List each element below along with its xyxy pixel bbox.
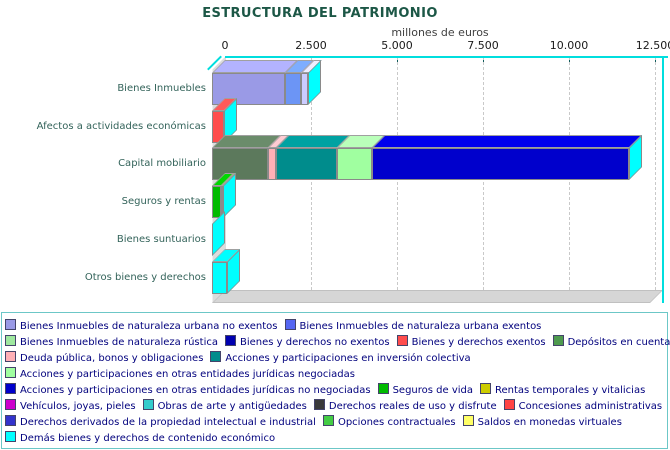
x-tick-label: 5.000: [381, 39, 413, 52]
legend-label: Vehículos, joyas, pieles: [20, 401, 136, 412]
legend-item-byd_exentos: Bienes y derechos exentos: [396, 335, 546, 350]
legend-label: Concesiones administrativas: [518, 401, 663, 412]
plot-floor-3d: [212, 290, 663, 303]
legend-label: Bienes Inmuebles de naturaleza urbana ex…: [299, 321, 542, 332]
legend-swatch-rentas: [480, 383, 491, 394]
legend-swatch-rustica: [5, 335, 16, 346]
legend-label: Obras de arte y antigüedades: [157, 401, 307, 412]
chart-title: ESTRUCTURA DEL PATRIMONIO: [202, 6, 438, 21]
legend-label: Bienes y derechos exentos: [411, 337, 546, 348]
legend-item-byd_no_exentos: Bienes y derechos no exentos: [224, 335, 390, 350]
legend-swatch-inv_colectiva: [210, 351, 222, 362]
legend-row: Bienes Inmuebles de naturaleza rústica Bi…: [5, 332, 670, 350]
x-tick-label: 0: [221, 39, 229, 52]
bar-segment-seguros_vida: [212, 186, 221, 219]
bar-segment-demas: [212, 261, 227, 294]
legend-item-obras_arte: Obras de arte y antigüedades: [142, 399, 307, 414]
legend-swatch-prop_intelectual: [5, 415, 16, 426]
legend-label: Seguros de vida: [392, 385, 473, 396]
legend-row: Deuda pública, bonos y obligaciones Accio…: [5, 348, 667, 364]
legend-swatch-seguros_vida: [377, 383, 389, 394]
legend-label: Bienes Inmuebles de naturaleza urbana no…: [20, 321, 278, 332]
x-tick-label: 2.500: [295, 39, 327, 52]
legend-row: Acciones y participaciones en otras enti…: [5, 380, 667, 396]
legend-label: Acciones y participaciones en otras enti…: [20, 369, 355, 380]
legend-label: Demás bienes y derechos de contenido eco…: [20, 433, 276, 444]
bar-segment-deuda: [268, 148, 276, 181]
x-tick-label: 7.500: [467, 39, 499, 52]
legend-item-no_negociadas: Acciones y participaciones en otras enti…: [5, 383, 371, 398]
bar-segment-inv_colectiva: [275, 148, 338, 181]
bar-segment-rustica: [300, 73, 309, 105]
gridline: [655, 57, 656, 290]
legend-swatch-depositos: [552, 335, 564, 346]
legend-label: Bienes y derechos no exentos: [239, 337, 390, 348]
legend-item-rentas: Rentas temporales y vitalicias: [480, 383, 645, 398]
legend-item-deuda: Deuda pública, bonos y obligaciones: [5, 351, 203, 366]
x-axis-line: [225, 56, 668, 58]
legend-swatch-urbana_no_exentos: [5, 319, 16, 330]
category-label: Afectos a actividades económicas: [36, 120, 206, 132]
legend-swatch-negociadas: [5, 367, 16, 378]
legend-item-negociadas: Acciones y participaciones en otras enti…: [5, 367, 355, 382]
legend-item-opciones: Opciones contractuales: [322, 415, 456, 430]
legend-label: Acciones y participaciones en otras enti…: [20, 385, 371, 396]
legend-item-concesiones: Concesiones administrativas: [503, 399, 663, 414]
category-label: Seguros y rentas: [121, 196, 206, 208]
legend-label: Acciones y participaciones en inversión …: [225, 353, 471, 364]
legend-item-urbana_no_exentos: Bienes Inmuebles de naturaleza urbana no…: [5, 319, 278, 334]
bar-segment-depositos: [212, 148, 269, 181]
legend-swatch-concesiones: [503, 399, 515, 410]
x-tick-label: 10.000: [549, 39, 589, 52]
legend-swatch-deuda: [5, 351, 16, 362]
legend-item-prop_intelectual: Derechos derivados de la propiedad intel…: [5, 415, 316, 430]
category-label: Capital mobiliario: [118, 158, 206, 170]
legend-label: Deuda pública, bonos y obligaciones: [20, 353, 204, 364]
legend-swatch-byd_exentos: [396, 335, 408, 346]
legend-swatch-opciones: [322, 415, 334, 426]
legend-swatch-vehiculos: [5, 399, 16, 410]
legend-label: Depósitos en cuenta: [567, 337, 670, 348]
legend-swatch-byd_no_exentos: [224, 335, 236, 346]
legend-item-depositos: Depósitos en cuenta: [552, 335, 670, 350]
legend-label: Saldos en monedas virtuales: [477, 417, 622, 428]
legend-box: Bienes Inmuebles de naturaleza urbana no…: [1, 312, 670, 449]
legend-swatch-derechos_reales: [313, 399, 325, 410]
bar-segment-negociadas: [337, 148, 373, 181]
legend-swatch-no_negociadas: [5, 383, 16, 394]
legend-swatch-urbana_exentos: [284, 319, 296, 330]
legend-label: Rentas temporales y vitalicias: [495, 385, 646, 396]
legend-item-demas: Demás bienes y derechos de contenido eco…: [5, 431, 275, 446]
legend-label: Opciones contractuales: [337, 417, 456, 428]
legend-row: Demás bienes y derechos de contenido eco…: [5, 428, 667, 444]
x-axis-label: millones de euros: [391, 26, 489, 39]
legend-item-vehiculos: Vehículos, joyas, pieles: [5, 399, 136, 414]
category-label: Bienes suntuarios: [116, 233, 206, 245]
legend-swatch-saldos_virtuales: [462, 415, 474, 426]
legend-item-rustica: Bienes Inmuebles de naturaleza rústica: [5, 335, 218, 350]
legend-row: Vehículos, joyas, pieles Obras de arte y …: [5, 396, 667, 412]
legend-item-urbana_exentos: Bienes Inmuebles de naturaleza urbana ex…: [284, 319, 542, 334]
legend-label: Derechos derivados de la propiedad intel…: [20, 417, 316, 428]
bar-segment-top-face: [372, 135, 643, 149]
legend-item-derechos_reales: Derechos reales de uso y disfrute: [313, 399, 497, 414]
category-label: Otros bienes y derechos: [84, 271, 206, 283]
legend-row: Bienes Inmuebles de naturaleza urbana no…: [5, 316, 667, 332]
legend-row: Derechos derivados de la propiedad intel…: [5, 412, 667, 428]
legend-swatch-obras_arte: [142, 399, 154, 410]
legend-item-inv_colectiva: Acciones y participaciones en inversión …: [210, 351, 471, 366]
x-tick-label: 12.500: [635, 39, 670, 52]
legend-item-seguros_vida: Seguros de vida: [377, 383, 473, 398]
legend-item-saldos_virtuales: Saldos en monedas virtuales: [462, 415, 622, 430]
bar-segment-no_negociadas: [372, 148, 630, 181]
bar-segment-urbana_exentos: [284, 73, 301, 105]
legend-label: Bienes Inmuebles de naturaleza rústica: [20, 337, 218, 348]
category-label: Bienes Inmuebles: [117, 83, 206, 94]
legend-swatch-demas: [5, 431, 16, 442]
plot-right-border: [662, 56, 664, 303]
legend-label: Derechos reales de uso y disfrute: [328, 401, 497, 412]
legend-row: Acciones y participaciones en otras enti…: [5, 364, 667, 380]
